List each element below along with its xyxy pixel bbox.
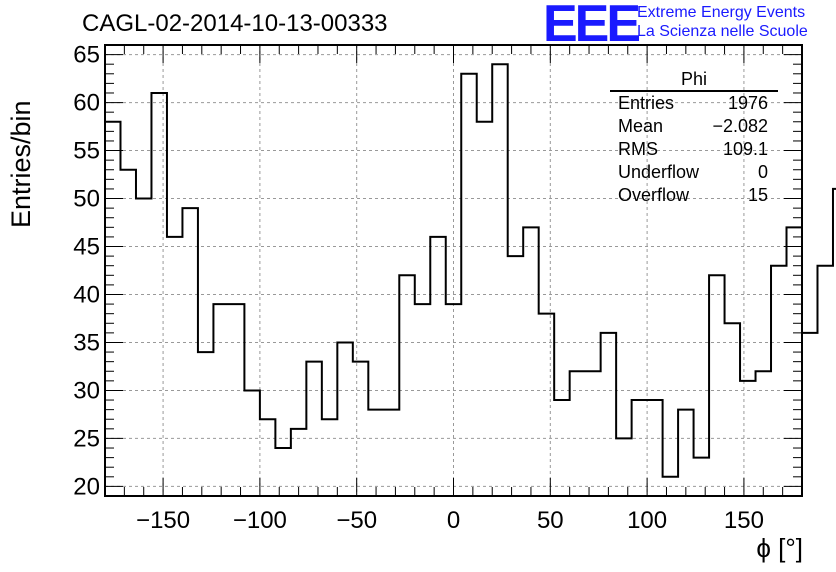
y-tick-label: 55 <box>73 138 100 165</box>
y-tick-label: 40 <box>73 281 100 308</box>
y-tick-label: 65 <box>73 42 100 69</box>
x-tick-label: −100 <box>233 507 287 534</box>
stats-label: Mean <box>618 116 664 136</box>
x-tick-label: 0 <box>447 507 460 534</box>
y-tick-label: 45 <box>73 234 100 261</box>
stats-title: Phi <box>610 68 778 92</box>
eee-logo: EEE <box>543 0 641 53</box>
stats-label: RMS <box>618 139 658 159</box>
y-tick-label: 60 <box>73 90 100 117</box>
x-tick-label: 100 <box>627 507 667 534</box>
logo-caption-line2: La Scienza nelle Scuole <box>637 23 808 40</box>
y-tick-label: 30 <box>73 377 100 404</box>
y-tick-label: 35 <box>73 329 100 356</box>
stats-value: 109.1 <box>722 139 768 159</box>
y-tick-label: 20 <box>73 473 100 500</box>
y-tick-label: 50 <box>73 186 100 213</box>
stats-value: 0 <box>757 162 768 182</box>
stats-row-underflow: Underflow 0 <box>610 161 778 184</box>
stats-row-overflow: Overflow 15 <box>610 184 778 207</box>
stats-row-rms: RMS 109.1 <box>610 138 778 161</box>
logo-caption-line1: Extreme Energy Events <box>637 4 806 21</box>
x-tick-label: −150 <box>136 507 190 534</box>
stats-row-entries: Entries 1976 <box>610 92 778 115</box>
stats-value: 1976 <box>727 93 768 113</box>
stats-value: −2.082 <box>712 116 768 136</box>
stats-label: Overflow <box>618 185 690 205</box>
x-axis-label: ϕ [°] <box>756 533 803 563</box>
y-tick-label: 25 <box>73 425 100 452</box>
plot-frame <box>104 44 803 497</box>
y-axis-label: Entries/bin <box>6 100 37 228</box>
x-tick-label: −50 <box>336 507 377 534</box>
x-tick-label: 150 <box>724 507 764 534</box>
stats-box: Phi Entries 1976 Mean −2.082 RMS 109.1 Unde… <box>610 68 778 207</box>
histogram-series-line <box>105 63 836 478</box>
stats-value: 15 <box>747 185 768 205</box>
logo-caption: Extreme Energy Events La Scienza nelle S… <box>637 3 808 41</box>
chart-title: CAGL-02-2014-10-13-00333 <box>82 10 388 37</box>
y-axis-label-text: Entries/bin <box>6 100 36 228</box>
stats-label: Entries <box>618 93 675 113</box>
x-tick-label: 50 <box>537 507 564 534</box>
stats-row-mean: Mean −2.082 <box>610 115 778 138</box>
stats-label: Underflow <box>618 162 700 182</box>
